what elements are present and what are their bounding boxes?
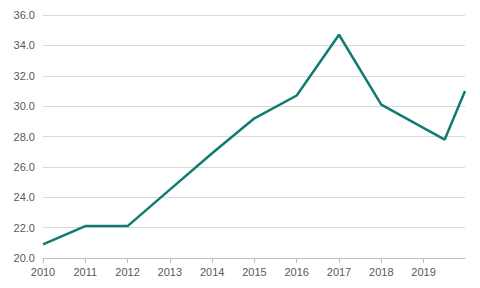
svg-text:2016: 2016 bbox=[284, 266, 308, 278]
svg-text:2017: 2017 bbox=[327, 266, 351, 278]
svg-text:36.0: 36.0 bbox=[14, 9, 35, 21]
svg-text:2013: 2013 bbox=[158, 266, 182, 278]
svg-text:2011: 2011 bbox=[73, 266, 97, 278]
svg-text:28.0: 28.0 bbox=[14, 131, 35, 143]
svg-text:2012: 2012 bbox=[115, 266, 139, 278]
svg-text:2010: 2010 bbox=[31, 266, 55, 278]
svg-text:20.0: 20.0 bbox=[14, 252, 35, 264]
svg-text:22.0: 22.0 bbox=[14, 222, 35, 234]
svg-text:2014: 2014 bbox=[200, 266, 224, 278]
svg-text:2018: 2018 bbox=[369, 266, 393, 278]
svg-text:32.0: 32.0 bbox=[14, 70, 35, 82]
svg-text:24.0: 24.0 bbox=[14, 191, 35, 203]
svg-text:34.0: 34.0 bbox=[14, 39, 35, 51]
svg-text:30.0: 30.0 bbox=[14, 100, 35, 112]
svg-text:2015: 2015 bbox=[242, 266, 266, 278]
svg-text:26.0: 26.0 bbox=[14, 161, 35, 173]
svg-text:2019: 2019 bbox=[411, 266, 435, 278]
